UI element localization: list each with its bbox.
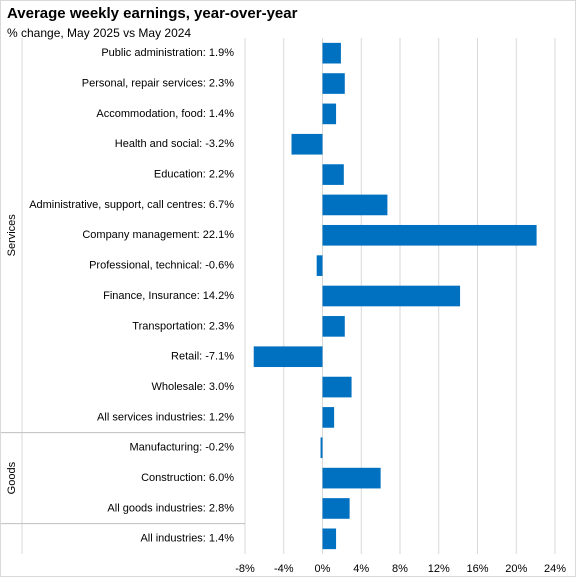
category-label: Health and social: -3.2% — [115, 138, 234, 150]
category-label: Manufacturing: -0.2% — [129, 442, 234, 454]
x-tick-label: 24% — [544, 563, 566, 575]
x-tick-label: 0% — [315, 563, 331, 575]
bar — [322, 498, 350, 519]
chart-subtitle: % change, May 2025 vs May 2024 — [7, 26, 192, 40]
bar — [322, 376, 352, 398]
category-label: Personal, repair services: 2.3% — [82, 77, 234, 89]
category-label: Retail: -7.1% — [171, 351, 234, 363]
x-tick-label: -4% — [274, 563, 294, 575]
bar — [291, 133, 323, 155]
category-label: Accommodation, food: 1.4% — [96, 108, 234, 120]
bar — [322, 164, 344, 185]
category-label: Administrative, support, call centres: 6… — [29, 199, 234, 211]
bar — [322, 285, 461, 307]
x-tick-label: -8% — [235, 563, 255, 575]
bar — [322, 316, 345, 337]
bar — [322, 528, 337, 550]
bar — [316, 255, 323, 276]
bar — [253, 346, 323, 368]
category-label: All industries: 1.4% — [140, 533, 234, 545]
category-label: Public administration: 1.9% — [101, 47, 234, 59]
bar — [322, 42, 341, 64]
group-label-services: Services — [6, 214, 18, 257]
category-label: Construction: 6.0% — [141, 472, 234, 484]
bar — [322, 407, 335, 428]
bar — [320, 437, 323, 459]
bar — [322, 194, 388, 216]
group-label-goods: Goods — [6, 461, 18, 494]
category-label: Finance, Insurance: 14.2% — [103, 290, 234, 302]
category-label: Wholesale: 3.0% — [151, 381, 234, 393]
x-tick-label: 20% — [505, 563, 527, 575]
category-label: All services industries: 1.2% — [97, 411, 234, 423]
x-tick-label: 16% — [466, 563, 488, 575]
bar — [322, 73, 345, 94]
x-tick-label: 8% — [392, 563, 408, 575]
bar — [322, 467, 381, 489]
category-label: Education: 2.2% — [154, 168, 234, 180]
x-tick-label: 12% — [428, 563, 450, 575]
x-tick-label: 4% — [353, 563, 369, 575]
category-label: All goods industries: 2.8% — [107, 502, 234, 514]
bar — [322, 103, 337, 125]
chart-title: Average weekly earnings, year-over-year — [7, 5, 298, 22]
bar — [322, 224, 537, 246]
category-label: Transportation: 2.3% — [132, 320, 234, 332]
category-label: Company management: 22.1% — [82, 229, 234, 241]
category-label: Professional, technical: -0.6% — [89, 260, 234, 272]
